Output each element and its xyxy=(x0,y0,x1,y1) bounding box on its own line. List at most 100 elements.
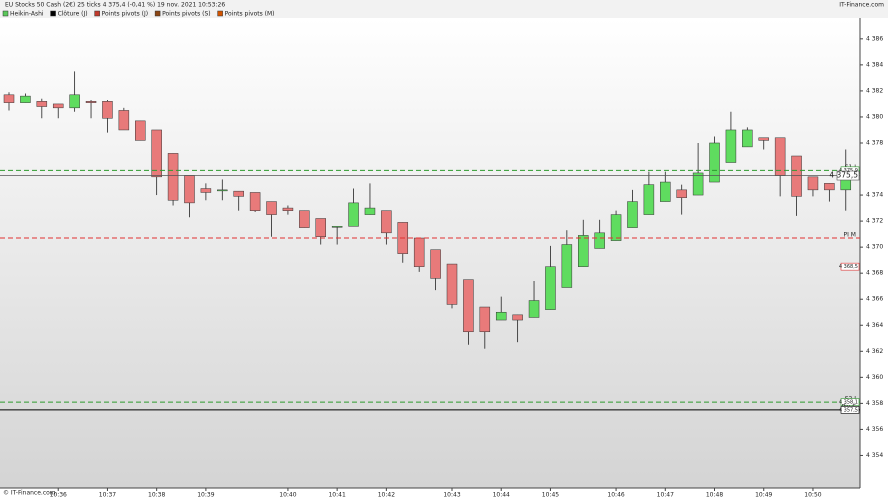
candle-body xyxy=(742,129,753,148)
y-tick-label: 4 358 xyxy=(866,400,883,407)
footer: © IT-Finance.com xyxy=(3,490,56,497)
candle-body xyxy=(594,232,605,249)
x-tick-label: 10:48 xyxy=(706,492,723,499)
y-tick-label: 4 364 xyxy=(866,322,883,329)
candle-body xyxy=(545,266,556,310)
x-tick-label: 10:44 xyxy=(493,492,510,499)
y-tick-label: 4 354 xyxy=(866,452,883,459)
candle-body xyxy=(561,244,573,288)
candle-body xyxy=(52,103,64,109)
y-tick-label: 4 356 xyxy=(866,426,883,433)
price-box xyxy=(840,406,860,414)
candle-body xyxy=(299,210,310,228)
brand: IT-Finance.com xyxy=(839,2,884,9)
y-tick-label: 4 384 xyxy=(866,61,883,68)
candle-body xyxy=(282,207,294,211)
legend-swatch xyxy=(2,10,9,17)
x-tick-label: 10:45 xyxy=(542,492,559,499)
candle-body xyxy=(102,101,113,119)
x-tick-label: 10:36 xyxy=(50,492,67,499)
candle-body xyxy=(184,175,195,204)
price-box xyxy=(836,170,860,181)
legend-label: Points pivots (S) xyxy=(162,11,211,18)
candle-body xyxy=(381,210,392,234)
candle-body xyxy=(249,192,261,211)
candle-body xyxy=(36,101,48,107)
candle-body xyxy=(266,201,277,215)
candle-body xyxy=(463,279,474,333)
price-box xyxy=(840,262,860,271)
candle-body xyxy=(709,142,720,183)
candle-body xyxy=(479,306,491,333)
candle-body xyxy=(660,181,671,202)
candle-body xyxy=(233,190,244,197)
y-tick-label: 4 382 xyxy=(866,87,883,94)
candle-body xyxy=(610,214,622,241)
price-box xyxy=(840,398,860,406)
x-tick-label: 10:50 xyxy=(804,492,821,499)
x-tick-label: 10:43 xyxy=(443,492,460,499)
candle-body xyxy=(315,218,326,237)
candle-body xyxy=(85,101,97,103)
candle-body xyxy=(676,189,687,198)
candle-body xyxy=(167,153,179,201)
candle-body xyxy=(692,172,704,196)
legend-swatch xyxy=(94,10,100,17)
candle-body xyxy=(627,201,638,228)
y-tick-label: 4 380 xyxy=(866,113,883,120)
candle-body xyxy=(430,249,441,279)
legend-swatch xyxy=(217,10,223,17)
title: EU Stocks 50 Cash (2€) 25 ticks 4 375,4 … xyxy=(5,2,225,9)
x-tick-label: 10:49 xyxy=(755,492,772,499)
y-tick-label: 4 362 xyxy=(866,348,883,355)
legend-label: Points pivots (J) xyxy=(102,11,148,18)
x-tick-label: 10:41 xyxy=(328,492,345,499)
x-tick-label: 10:39 xyxy=(197,492,214,499)
legend-label: Points pivots (M) xyxy=(225,11,275,18)
legend-swatch xyxy=(50,10,56,17)
candle-body xyxy=(495,311,507,321)
candle-body xyxy=(364,207,376,215)
x-tick-label: 10:47 xyxy=(657,492,674,499)
candle-body xyxy=(791,155,802,197)
candle-body xyxy=(331,226,343,228)
candle-body xyxy=(807,176,819,191)
candle-body xyxy=(3,94,15,103)
candle-body xyxy=(413,237,425,267)
y-tick-label: 4 370 xyxy=(866,244,883,251)
candle-body xyxy=(217,189,228,192)
candle-body xyxy=(135,120,146,141)
x-tick-label: 10:38 xyxy=(148,492,165,499)
x-tick-label: 10:37 xyxy=(99,492,116,499)
candle-body xyxy=(69,94,80,109)
price-label: 4 375,5 xyxy=(829,171,858,180)
candle-body xyxy=(643,184,655,215)
level-name: PI M xyxy=(844,232,856,239)
y-tick-label: 4 374 xyxy=(866,192,883,199)
candle-body xyxy=(151,129,162,178)
legend-swatch xyxy=(154,10,161,17)
x-tick-label: 10:46 xyxy=(607,492,624,499)
candle-body xyxy=(20,95,31,103)
y-tick-label: 4 360 xyxy=(866,374,883,381)
plot-area xyxy=(0,18,860,488)
legend-label: Heikin-Ashi xyxy=(10,11,44,18)
candle-body xyxy=(348,202,359,227)
candle-body xyxy=(446,263,458,305)
candle-body xyxy=(512,314,523,321)
candle-body xyxy=(758,137,769,141)
y-tick-label: 4 372 xyxy=(866,218,883,225)
y-tick-label: 4 368 xyxy=(866,270,883,277)
price-label: 4 358,1 xyxy=(839,400,858,406)
price-label: 4 357,5 xyxy=(839,407,858,413)
candle-body xyxy=(200,188,212,193)
candle-body xyxy=(725,129,737,163)
legend-label: Clôture (J) xyxy=(58,11,88,18)
candle-body xyxy=(824,183,835,191)
y-tick-label: 4 378 xyxy=(866,139,883,146)
y-tick-label: 4 366 xyxy=(866,296,883,303)
y-tick-label: 4 386 xyxy=(866,35,883,42)
x-tick-label: 10:40 xyxy=(279,492,296,499)
candle-body xyxy=(528,300,540,318)
